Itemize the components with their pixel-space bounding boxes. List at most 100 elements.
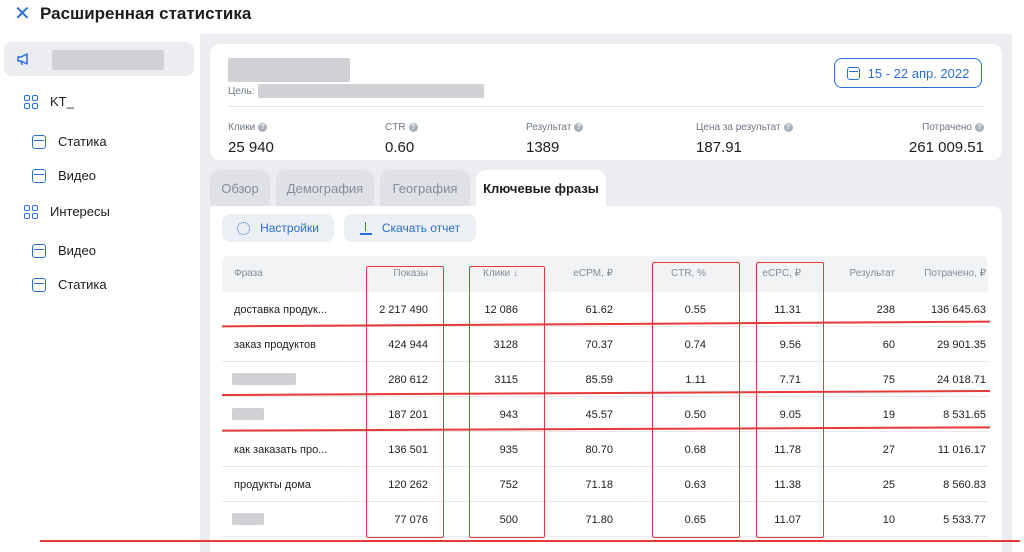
redacted-ad-name — [228, 58, 350, 82]
table-row[interactable]: продукты дома 120 262 752 71.18 0.63 11.… — [222, 467, 988, 502]
col-shows[interactable]: Показы — [393, 268, 428, 279]
metric-clicks: Клики? 25 940 — [228, 122, 274, 156]
table-row[interactable]: 77 076 500 71.80 0.65 11.07 10 5 533.77 — [222, 502, 988, 537]
cell-spent: 11 016.17 — [937, 444, 986, 456]
sidebar-campaign[interactable] — [4, 42, 194, 76]
document-icon — [32, 168, 46, 183]
table-row[interactable]: 187 201 943 45.57 0.50 9.05 19 8 531.65 — [222, 397, 988, 432]
col-spent[interactable]: Потрачено, ₽ — [924, 268, 986, 279]
download-label: Скачать отчет — [381, 221, 461, 235]
megaphone-icon — [16, 51, 32, 67]
annotation-box-ctr — [652, 262, 740, 538]
sidebar-item-kt[interactable]: KT_ — [24, 94, 74, 109]
col-ctr[interactable]: CTR, % — [671, 268, 706, 279]
close-icon[interactable]: ✕ — [14, 3, 31, 25]
tab-keywords[interactable]: Ключевые фразы — [476, 170, 606, 206]
sidebar-item-label: Интересы — [50, 204, 110, 219]
cell-phrase: заказ продуктов — [234, 339, 316, 351]
cell-result: 10 — [882, 514, 895, 526]
sidebar-item-video-2[interactable]: Видео — [32, 243, 96, 258]
cell-clicks: 3128 — [493, 339, 518, 351]
metric-value: 25 940 — [228, 139, 274, 156]
cell-shows: 280 612 — [388, 374, 428, 386]
cell-spent: 136 645.63 — [930, 304, 986, 316]
cell-clicks: 935 — [499, 444, 518, 456]
table-row[interactable]: 280 612 3115 85.59 1.11 7.71 75 24 018.7… — [222, 362, 988, 397]
help-icon[interactable]: ? — [258, 123, 268, 132]
cell-spent: 8 531.65 — [943, 409, 986, 421]
cell-ecpm: 71.18 — [585, 479, 613, 491]
date-range-button[interactable]: 15 - 22 апр. 2022 — [834, 58, 982, 88]
sidebar-item-interests[interactable]: Интересы — [24, 204, 110, 219]
document-icon — [32, 243, 46, 258]
sidebar-item-label: Видео — [58, 243, 96, 258]
cell-ecpm: 45.57 — [585, 409, 613, 421]
metric-result: Результат? 1389 — [526, 122, 584, 156]
cell-shows: 136 501 — [388, 444, 428, 456]
cell-ecpc: 11.78 — [774, 444, 801, 456]
cell-ctr: 0.65 — [684, 514, 706, 526]
cell-ctr: 0.63 — [684, 479, 706, 491]
metric-value: 1389 — [526, 139, 560, 156]
metric-label: Клики — [228, 122, 256, 133]
cell-spent: 24 018.71 — [937, 374, 986, 386]
cell-ecpc: 11.38 — [774, 479, 801, 491]
cell-ctr: 0.55 — [684, 304, 706, 316]
cell-spent: 8 560.83 — [943, 479, 986, 491]
keywords-panel: Настройки Скачать отчет Фраза Показы Кли… — [210, 206, 1002, 552]
metric-value: 0.60 — [385, 139, 415, 156]
settings-label: Настройки — [260, 221, 319, 235]
settings-button[interactable]: Настройки — [222, 214, 334, 242]
table-header: Фраза Показы Клики ↓ eCPM, ₽ CTR, % eCPC… — [222, 256, 988, 292]
help-icon[interactable]: ? — [975, 123, 984, 132]
table-row[interactable]: заказ продуктов 424 944 3128 70.37 0.74 … — [222, 327, 988, 362]
col-result[interactable]: Результат — [849, 268, 895, 279]
sidebar-item-video[interactable]: Видео — [32, 168, 96, 183]
col-phrase[interactable]: Фраза — [234, 268, 263, 279]
cell-ctr: 1.11 — [685, 374, 706, 386]
table-row[interactable]: как заказать про... 136 501 935 80.70 0.… — [222, 432, 988, 467]
redacted-goal — [258, 84, 484, 98]
cell-ecpc: 11.07 — [774, 514, 801, 526]
col-ecpm[interactable]: eCPM, ₽ — [573, 268, 613, 279]
summary-card: Цель: 15 - 22 апр. 2022 Клики? 25 940 CT… — [210, 44, 1002, 160]
cell-ecpc: 11.31 — [774, 304, 801, 316]
cell-ecpm: 85.59 — [585, 374, 613, 386]
redacted-phrase — [232, 408, 264, 420]
sidebar-item-static[interactable]: Статика — [32, 134, 107, 149]
tab-demography[interactable]: Демография — [276, 170, 374, 206]
metric-cost-per-result: Цена за результат? 187.91 — [696, 122, 793, 156]
cell-ecpm: 61.62 — [585, 304, 613, 316]
cell-result: 75 — [882, 374, 895, 386]
annotation-line — [40, 540, 1020, 542]
cell-result: 238 — [876, 304, 895, 316]
cell-result: 19 — [882, 409, 895, 421]
cell-spent: 5 533.77 — [943, 514, 986, 526]
col-ecpc[interactable]: eCPC, ₽ — [762, 268, 801, 279]
table-row[interactable]: доставка продук... 2 217 490 12 086 61.6… — [222, 292, 988, 327]
metric-label: Цена за результат — [696, 122, 781, 133]
help-icon[interactable]: ? — [574, 123, 584, 132]
help-icon[interactable]: ? — [408, 123, 418, 132]
metric-label: Результат — [526, 122, 572, 133]
sidebar: KT_ Статика Видео Интересы Видео Статика — [0, 34, 200, 552]
download-report-button[interactable]: Скачать отчет — [344, 214, 476, 242]
cell-phrase: как заказать про... — [234, 444, 328, 456]
cell-ctr: 0.50 — [684, 409, 706, 421]
sidebar-item-label: Статика — [58, 277, 107, 292]
cell-result: 60 — [882, 339, 895, 351]
tab-geography[interactable]: География — [380, 170, 470, 206]
calendar-icon — [846, 66, 860, 80]
help-icon[interactable]: ? — [783, 123, 793, 132]
metric-value: 187.91 — [696, 139, 742, 156]
redacted-phrase — [232, 513, 264, 525]
metric-label: Потрачено — [922, 122, 972, 133]
tab-overview[interactable]: Обзор — [210, 170, 270, 206]
cell-ecpc: 9.05 — [779, 409, 801, 421]
cell-ecpc: 7.71 — [779, 374, 801, 386]
col-clicks[interactable]: Клики ↓ — [483, 268, 518, 279]
sidebar-item-static-2[interactable]: Статика — [32, 277, 107, 292]
grid-icon — [24, 94, 38, 109]
document-icon — [32, 134, 46, 149]
download-icon — [359, 221, 372, 235]
